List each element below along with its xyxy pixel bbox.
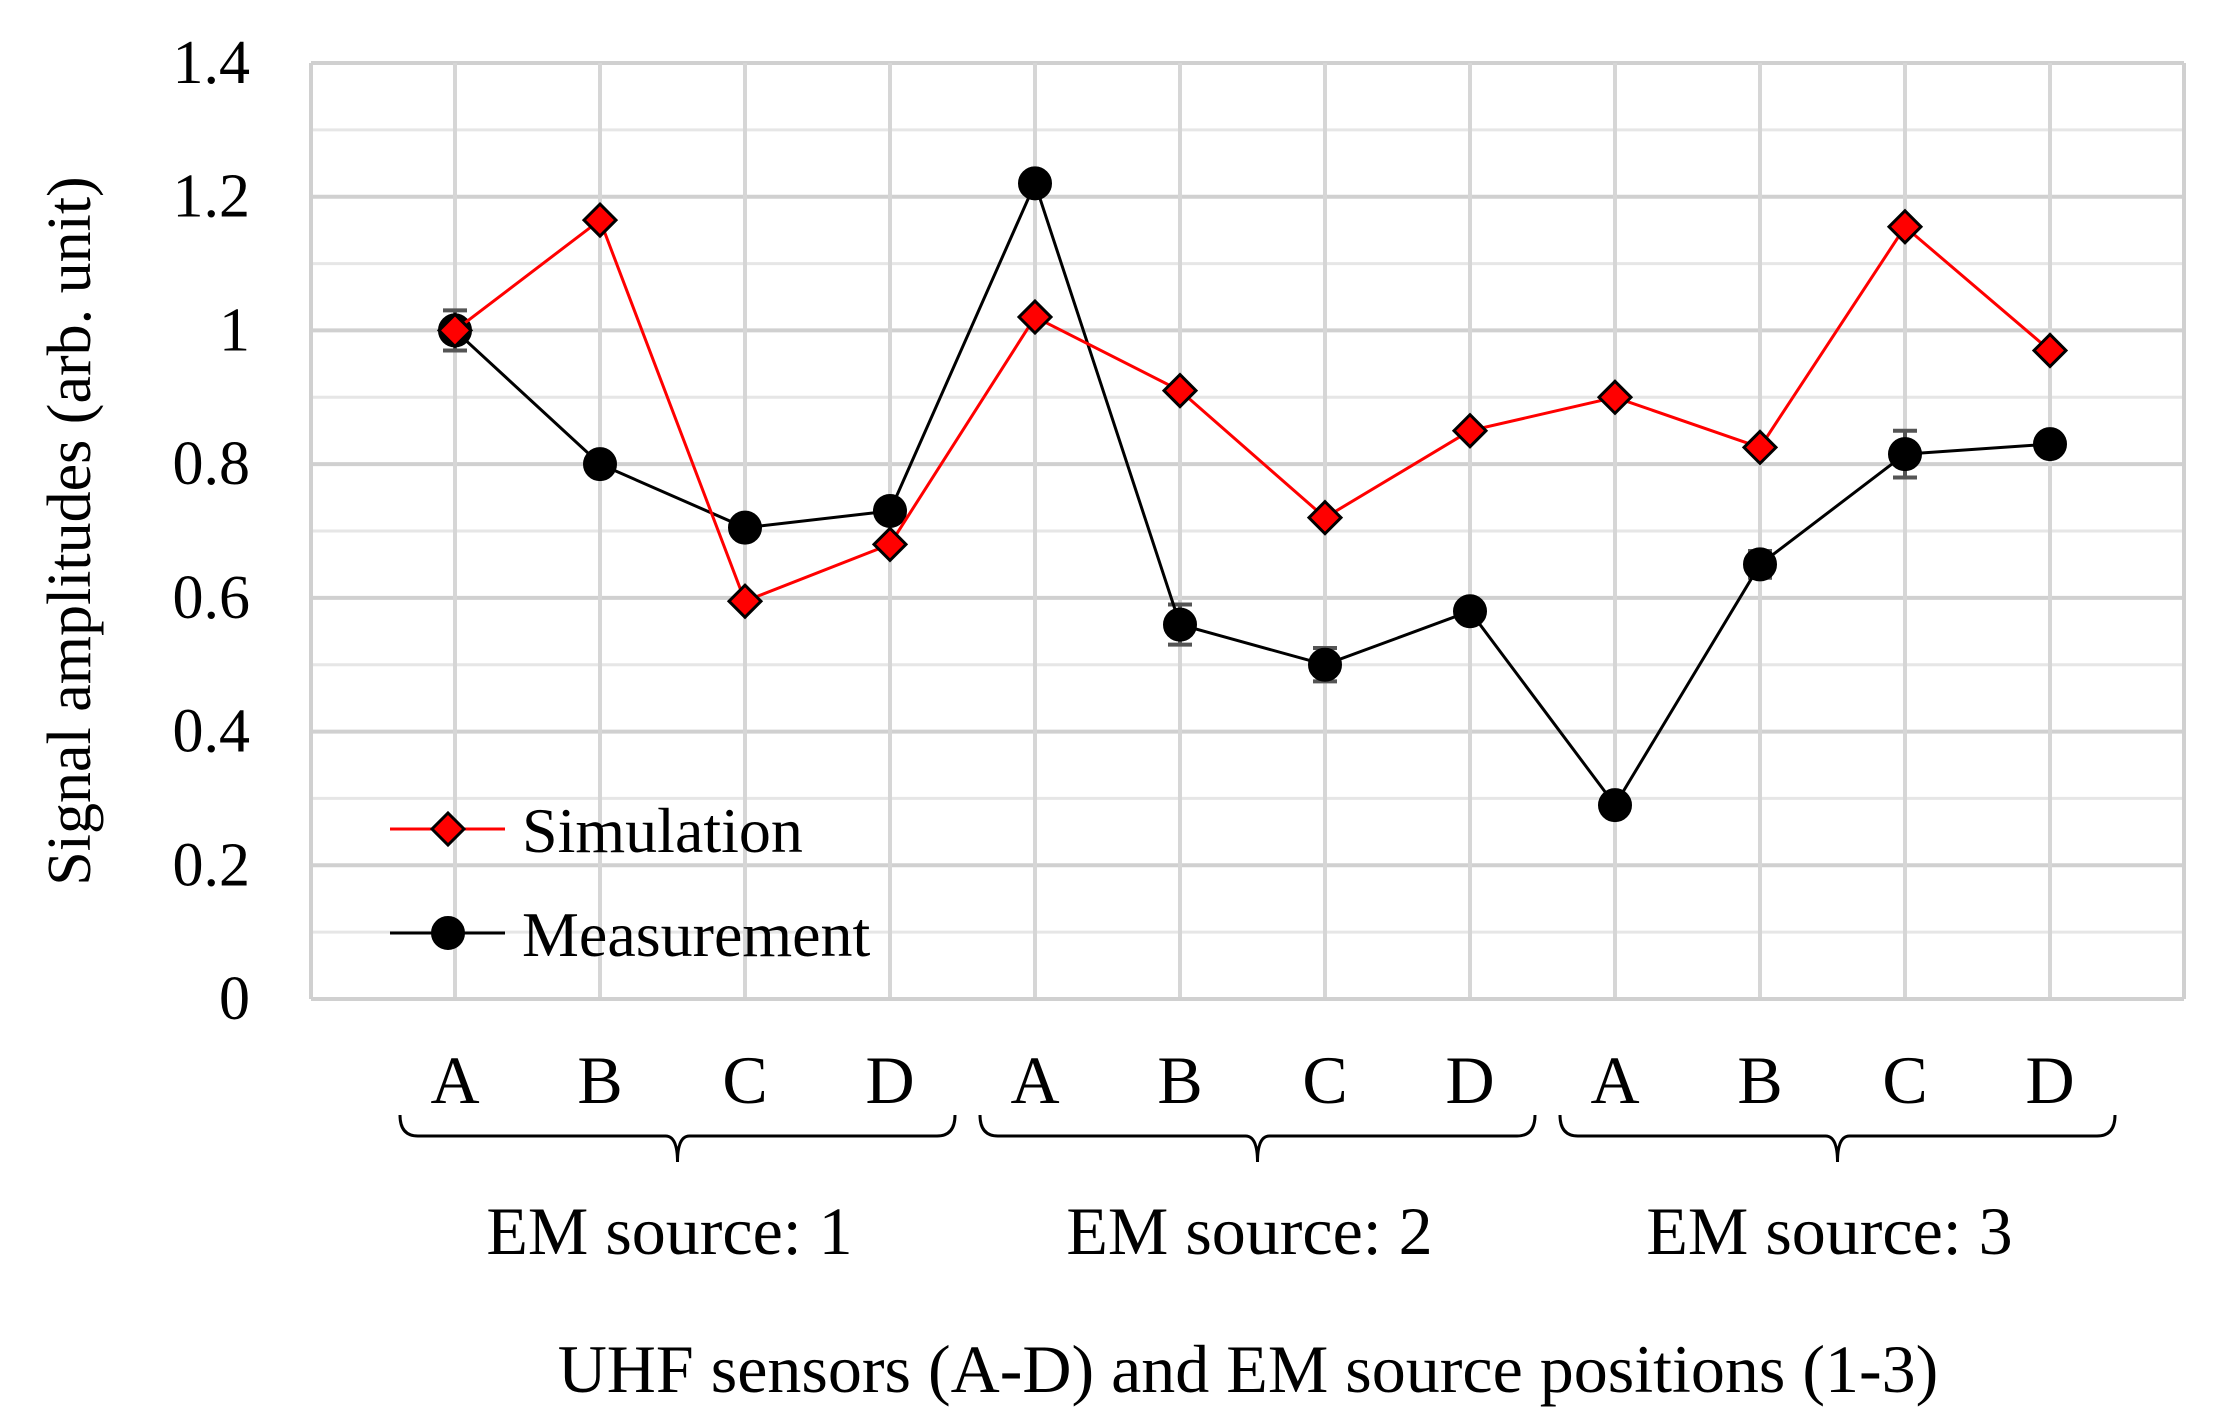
series-simulation — [436, 201, 2069, 620]
legend-label: Measurement — [522, 899, 871, 970]
x-tick-label: A — [1010, 1042, 1059, 1118]
data-point-circle — [1163, 607, 1197, 642]
group-brace — [1558, 1114, 2117, 1163]
legend — [390, 810, 505, 950]
data-point-diamond — [429, 810, 467, 848]
y-tick-label: 0 — [219, 965, 250, 1033]
data-point-diamond — [1016, 298, 1054, 336]
x-tick-label: B — [1737, 1042, 1782, 1118]
x-tick-label: A — [1590, 1042, 1639, 1118]
x-tick-label: C — [1302, 1042, 1347, 1118]
data-point-circle — [873, 493, 907, 528]
x-tick-label: B — [1157, 1042, 1202, 1118]
data-point-diamond — [2031, 332, 2069, 369]
group-brace — [398, 1114, 957, 1163]
data-point-diamond — [436, 312, 474, 349]
data-point-circle — [1743, 547, 1777, 582]
data-point-diamond — [1596, 379, 1634, 416]
data-point-circle — [1308, 647, 1342, 682]
data-point-diamond — [1451, 412, 1489, 449]
data-point-diamond — [581, 201, 619, 239]
y-tick-label: 1.2 — [173, 163, 251, 231]
data-point-diamond — [1306, 499, 1344, 536]
x-tick-label: C — [722, 1042, 767, 1118]
y-tick-label: 0.4 — [173, 698, 251, 766]
data-point-diamond — [871, 526, 909, 563]
y-tick-label: 1 — [219, 296, 250, 364]
group-label: EM source: 3 — [1646, 1193, 2012, 1269]
data-point-diamond — [726, 583, 764, 620]
y-axis-label: Signal amplitudes (arb. unit) — [36, 176, 104, 885]
series-measurement — [438, 166, 2067, 823]
x-tick-label: D — [2025, 1042, 2074, 1118]
group-label: EM source: 1 — [486, 1193, 852, 1269]
legend-item — [390, 916, 505, 950]
data-point-diamond — [1886, 208, 1924, 245]
x-tick-label: C — [1882, 1042, 1927, 1118]
data-point-circle — [1453, 594, 1487, 629]
data-point-circle — [583, 447, 617, 482]
group-label: EM source: 2 — [1066, 1193, 1432, 1269]
series-line — [453, 179, 2051, 808]
x-tick-label: B — [577, 1042, 622, 1118]
y-tick-label: 1.4 — [173, 29, 251, 97]
data-point-diamond — [1741, 429, 1779, 466]
legend-item — [390, 810, 505, 848]
x-tick-label: D — [865, 1042, 914, 1118]
x-tick-label: A — [430, 1042, 479, 1118]
x-axis-label: UHF sensors (A-D) and EM source position… — [558, 1331, 1939, 1407]
x-tick-label: D — [1445, 1042, 1494, 1118]
data-point-circle — [431, 916, 465, 950]
data-point-diamond — [1161, 372, 1199, 409]
data-point-circle — [1598, 788, 1632, 823]
data-point-circle — [728, 510, 762, 545]
data-point-circle — [1888, 437, 1922, 472]
y-tick-label: 0.8 — [173, 430, 251, 498]
data-point-circle — [2033, 427, 2067, 462]
series-line — [454, 217, 2051, 604]
y-tick-label: 0.6 — [173, 564, 251, 632]
group-brace — [978, 1114, 1537, 1163]
legend-label: Simulation — [522, 795, 803, 866]
data-point-circle — [1018, 166, 1052, 201]
y-tick-label: 0.2 — [173, 831, 251, 899]
